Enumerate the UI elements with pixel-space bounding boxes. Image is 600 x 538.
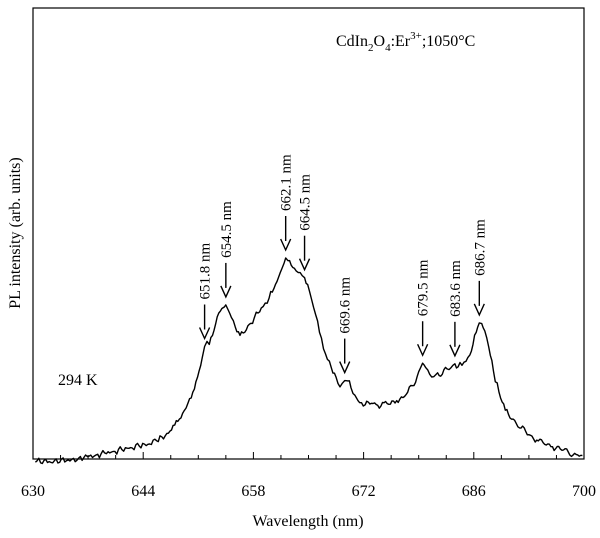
peak-label: 669.6 nm [338, 277, 354, 334]
x-tick-label: 672 [352, 483, 376, 500]
peak-arrow-head [198, 327, 211, 341]
sample-label: CdIn2O4:Er3+;1050°C [336, 30, 475, 54]
x-tick-label: 658 [241, 483, 265, 500]
peak-label: 662.1 nm [279, 154, 295, 211]
peak-arrow-head [220, 285, 232, 299]
x-tick-label: 630 [21, 483, 45, 500]
peak-arrow-head [473, 303, 485, 317]
peak-arrow-head [280, 238, 292, 252]
peak-label: 686.7 nm [472, 219, 488, 276]
peak-label: 679.5 nm [416, 259, 432, 316]
sample-label-mid2: :Er [391, 33, 411, 50]
sample-label-tail: ;1050°C [422, 33, 476, 50]
sample-label-base: CdIn [336, 33, 368, 50]
x-tick-label: 686 [462, 483, 486, 500]
sample-label-sub1: 2 [368, 42, 374, 54]
peak-label: 683.6 nm [448, 260, 464, 317]
peak-arrow-head [449, 344, 461, 358]
peak-arrow-head [416, 343, 429, 357]
x-tick-label: 644 [131, 483, 155, 500]
peak-label: 654.5 nm [219, 201, 235, 258]
peak-arrow-head [298, 258, 311, 272]
pl-spectrum-line [34, 257, 583, 465]
peak-annotations: 651.8 nm 654.5 nm 662.1 nm 664.5 nm 669.6 nm… [198, 154, 488, 375]
sample-label-sub2: 4 [385, 42, 391, 54]
series-layer [34, 257, 583, 465]
peak-label: 664.5 nm [298, 174, 314, 231]
sample-label-mid: O [374, 33, 386, 50]
temperature-label: 294 K [58, 372, 98, 389]
peak-label: 651.8 nm [198, 242, 214, 299]
plot-frame [32, 7, 585, 460]
x-axis-ticks: 630 644 658 672 686 700 [21, 452, 596, 500]
x-axis-title: Wavelength (nm) [252, 513, 363, 530]
y-axis-title: PL intensity (arb. units) [7, 157, 24, 308]
sample-label-sup: 3+ [410, 30, 422, 42]
peak-arrow-head [339, 361, 351, 375]
x-tick-label: 700 [572, 483, 596, 500]
